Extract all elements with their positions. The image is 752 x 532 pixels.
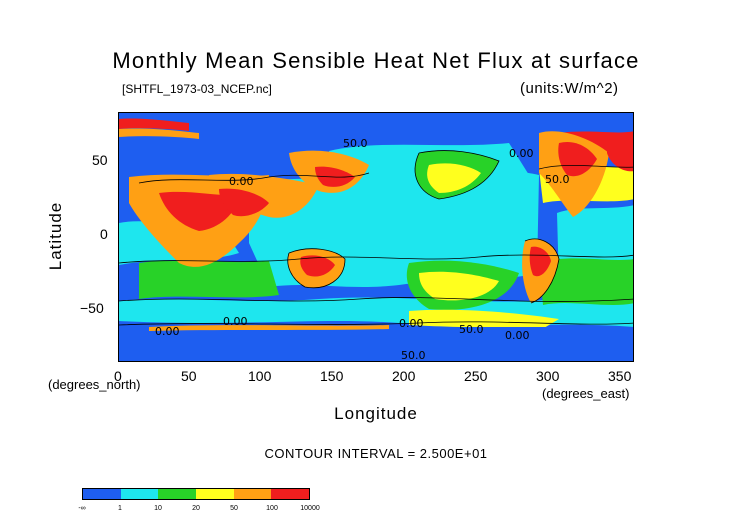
contour-line [119, 297, 633, 302]
file-label: [SHTFL_1973-03_NCEP.nc] [122, 82, 272, 96]
contour-label: 0.00 [223, 315, 248, 328]
x-tick-label: 300 [536, 368, 560, 384]
colorbar-label: 20 [192, 505, 200, 512]
antarctica-blue [119, 327, 633, 361]
contour-label: 0.00 [505, 329, 530, 342]
india-land-red [219, 188, 269, 217]
colorbar-segment [83, 489, 121, 499]
x-tick-label: 350 [608, 368, 632, 384]
x-tick-label: 150 [320, 368, 344, 384]
contour-label: 50.0 [401, 349, 426, 362]
contour-label: 0.00 [155, 325, 180, 338]
contour-line [538, 165, 633, 170]
contour-line [524, 238, 560, 304]
colorbar-label: 50 [230, 505, 238, 512]
antarctic-yellow-strip [409, 309, 559, 331]
y-tick-label: −50 [80, 300, 104, 316]
map-plot-area: 50.0 50.0 50.0 0.00 0.00 0.00 0.00 0.00 … [118, 112, 634, 362]
colorbar-segment [120, 489, 159, 499]
contour-label: 0.00 [509, 147, 534, 160]
colorbar-segment [196, 489, 234, 499]
australia-land-red [300, 255, 335, 277]
south-pacific-yellow [419, 271, 499, 301]
contour-line [138, 172, 370, 184]
x-tick-label: 50 [181, 368, 197, 384]
y-tick-label: 50 [92, 152, 108, 168]
colorbar-label: -∞ [78, 505, 86, 512]
x-tick-label: 250 [464, 368, 488, 384]
colorbar-segment [271, 489, 310, 499]
south-america-red [529, 246, 551, 277]
africa-land-red [159, 191, 239, 231]
contour-label: 0.00 [229, 175, 254, 188]
contour-label: 50.0 [545, 173, 570, 186]
contour-line [119, 321, 633, 326]
x-tick-label: 100 [248, 368, 272, 384]
colorbar-segment [158, 489, 197, 499]
greenland-red [607, 135, 633, 172]
colorbar-label: 10000 [300, 505, 320, 512]
x-axis-label-text: Longitude [334, 404, 418, 423]
colorbar-label: 100 [266, 505, 278, 512]
colorbar [82, 488, 310, 500]
contour-label: 50.0 [459, 323, 484, 336]
south-asia-land [209, 173, 319, 218]
colorbar-label: 1 [118, 505, 122, 512]
arctic-orange-strip [119, 128, 199, 139]
y-axis-units: (degrees_north) [48, 377, 141, 392]
contour-label: 0.00 [399, 317, 424, 330]
x-tick-label: 0 [114, 368, 122, 384]
x-axis-label: Longitude [0, 404, 752, 424]
contour-line [119, 254, 633, 264]
flux-field-map: 50.0 50.0 50.0 0.00 0.00 0.00 0.00 0.00 … [119, 113, 633, 362]
contour-interval-note: CONTOUR INTERVAL = 2.500E+01 [264, 446, 488, 461]
contour-lines [119, 150, 633, 326]
arctic-red-strip [119, 118, 189, 131]
north-america-red [558, 141, 597, 177]
contour-line [414, 150, 500, 200]
contour-line [287, 248, 346, 289]
indian-ocean-green [139, 260, 279, 299]
x-tick-label: 200 [392, 368, 416, 384]
contour-label: 50.0 [343, 137, 368, 150]
y-tick-label: 0 [100, 226, 108, 242]
colorbar-label: 10 [154, 505, 162, 512]
antarctic-coast-orange [149, 325, 389, 331]
south-atlantic-green [539, 258, 633, 305]
x-axis-units: (degrees_east) [542, 386, 630, 401]
colorbar-segment [233, 489, 272, 499]
y-axis-label: Latitude [46, 201, 65, 271]
north-pacific-yellow [427, 163, 481, 193]
units-label: (units:W/m^2) [520, 80, 619, 97]
chart-title: Monthly Mean Sensible Heat Net Flux at s… [112, 48, 640, 73]
